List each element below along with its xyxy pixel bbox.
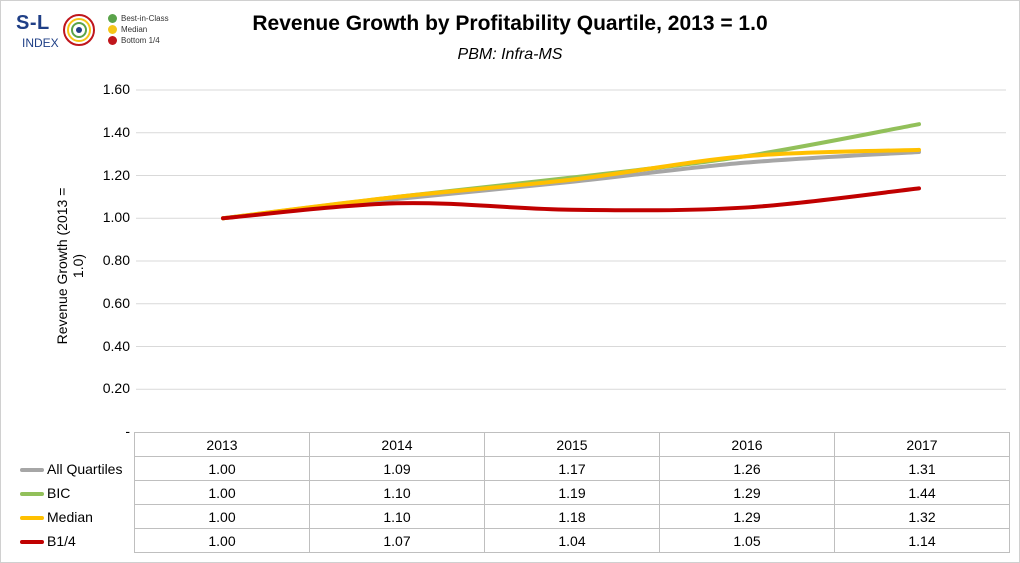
legend-dot-icon bbox=[108, 14, 117, 23]
table-row: Median 1.00 1.10 1.18 1.29 1.32 bbox=[20, 504, 1010, 529]
data-value-cell: 1.17 bbox=[484, 456, 660, 481]
data-value-cell: 1.29 bbox=[659, 480, 835, 505]
series-name: All Quartiles bbox=[47, 460, 123, 477]
data-value-cell: 1.10 bbox=[309, 480, 485, 505]
legend-swatch-icon bbox=[20, 467, 44, 472]
x-category-label: 2014 bbox=[309, 432, 485, 457]
series-legend-label: All Quartiles bbox=[20, 456, 135, 481]
data-value-cell: 1.14 bbox=[834, 528, 1010, 553]
series-name: Median bbox=[47, 508, 93, 525]
data-value-cell: 1.00 bbox=[134, 456, 310, 481]
series-line-median bbox=[221, 147, 921, 221]
data-value-cell: 1.44 bbox=[834, 480, 1010, 505]
data-value-cell: 1.31 bbox=[834, 456, 1010, 481]
y-tick-label: 0.20 bbox=[102, 380, 130, 397]
logo-legend-item: Bottom 1/4 bbox=[108, 35, 169, 46]
data-value-cell: 1.04 bbox=[484, 528, 660, 553]
data-value-cell: 1.19 bbox=[484, 480, 660, 505]
data-value-cell: 1.26 bbox=[659, 456, 835, 481]
x-category-label: 2017 bbox=[834, 432, 1010, 457]
logo-legend-item: Best-in-Class bbox=[108, 13, 169, 24]
data-table: 2013 2014 2015 2016 2017 All Quartiles 1.00 1.0… bbox=[20, 432, 1010, 553]
logo-line1: S-L bbox=[16, 12, 50, 34]
y-tick-label: 1.40 bbox=[102, 123, 130, 140]
series-legend-label: BIC bbox=[20, 480, 135, 505]
data-value-cell: 1.00 bbox=[134, 528, 310, 553]
data-value-cell: 1.10 bbox=[309, 504, 485, 529]
table-corner bbox=[20, 433, 135, 457]
legend-swatch-icon bbox=[20, 539, 44, 544]
data-value-cell: 1.05 bbox=[659, 528, 835, 553]
series-name: BIC bbox=[47, 484, 71, 501]
y-tick-label: 1.20 bbox=[102, 166, 130, 183]
logo-legend-label: Best-in-Class bbox=[121, 14, 169, 23]
logo-line2: INDEX bbox=[22, 36, 59, 50]
data-value-cell: 1.18 bbox=[484, 504, 660, 529]
data-value-cell: 1.32 bbox=[834, 504, 1010, 529]
data-value-cell: 1.09 bbox=[309, 456, 485, 481]
logo-legend-item: Median bbox=[108, 24, 169, 35]
x-category-label: 2015 bbox=[484, 432, 660, 457]
table-row: B1/4 1.00 1.07 1.04 1.05 1.14 bbox=[20, 528, 1010, 553]
logo-swirl-icon bbox=[63, 14, 95, 46]
table-row: BIC 1.00 1.10 1.19 1.29 1.44 bbox=[20, 480, 1010, 505]
legend-dot-icon bbox=[108, 36, 117, 45]
data-value-cell: 1.00 bbox=[134, 504, 310, 529]
logo-legend: Best-in-Class Median Bottom 1/4 bbox=[108, 13, 169, 46]
sl-index-logo: S-L INDEX bbox=[8, 12, 118, 56]
series-line-b1-4 bbox=[221, 186, 921, 221]
y-tick-label: 0.60 bbox=[102, 294, 130, 311]
legend-dot-icon bbox=[108, 25, 117, 34]
table-row: All Quartiles 1.00 1.09 1.17 1.26 1.31 bbox=[20, 456, 1010, 481]
data-value-cell: 1.00 bbox=[134, 480, 310, 505]
legend-swatch-icon bbox=[20, 515, 44, 520]
data-value-cell: 1.07 bbox=[309, 528, 485, 553]
series-legend-label: B1/4 bbox=[20, 528, 135, 553]
logo-legend-label: Bottom 1/4 bbox=[121, 36, 160, 45]
logo-legend-label: Median bbox=[121, 25, 148, 34]
y-tick-label: 1.00 bbox=[102, 209, 130, 226]
y-tick-label: - bbox=[125, 423, 130, 439]
x-category-label: 2016 bbox=[659, 432, 835, 457]
data-value-cell: 1.29 bbox=[659, 504, 835, 529]
x-category-label: 2013 bbox=[134, 432, 310, 457]
y-tick-label: 0.40 bbox=[102, 337, 130, 354]
table-header-row: 2013 2014 2015 2016 2017 bbox=[20, 432, 1010, 457]
series-legend-label: Median bbox=[20, 504, 135, 529]
chart-subtitle: PBM: Infra-MS bbox=[457, 46, 563, 63]
legend-swatch-icon bbox=[20, 491, 44, 496]
series-name: B1/4 bbox=[47, 532, 76, 549]
y-tick-label: 1.60 bbox=[102, 81, 130, 97]
chart-title: Revenue Growth by Profitability Quartile… bbox=[252, 12, 768, 35]
y-tick-label: 0.80 bbox=[102, 252, 130, 268]
